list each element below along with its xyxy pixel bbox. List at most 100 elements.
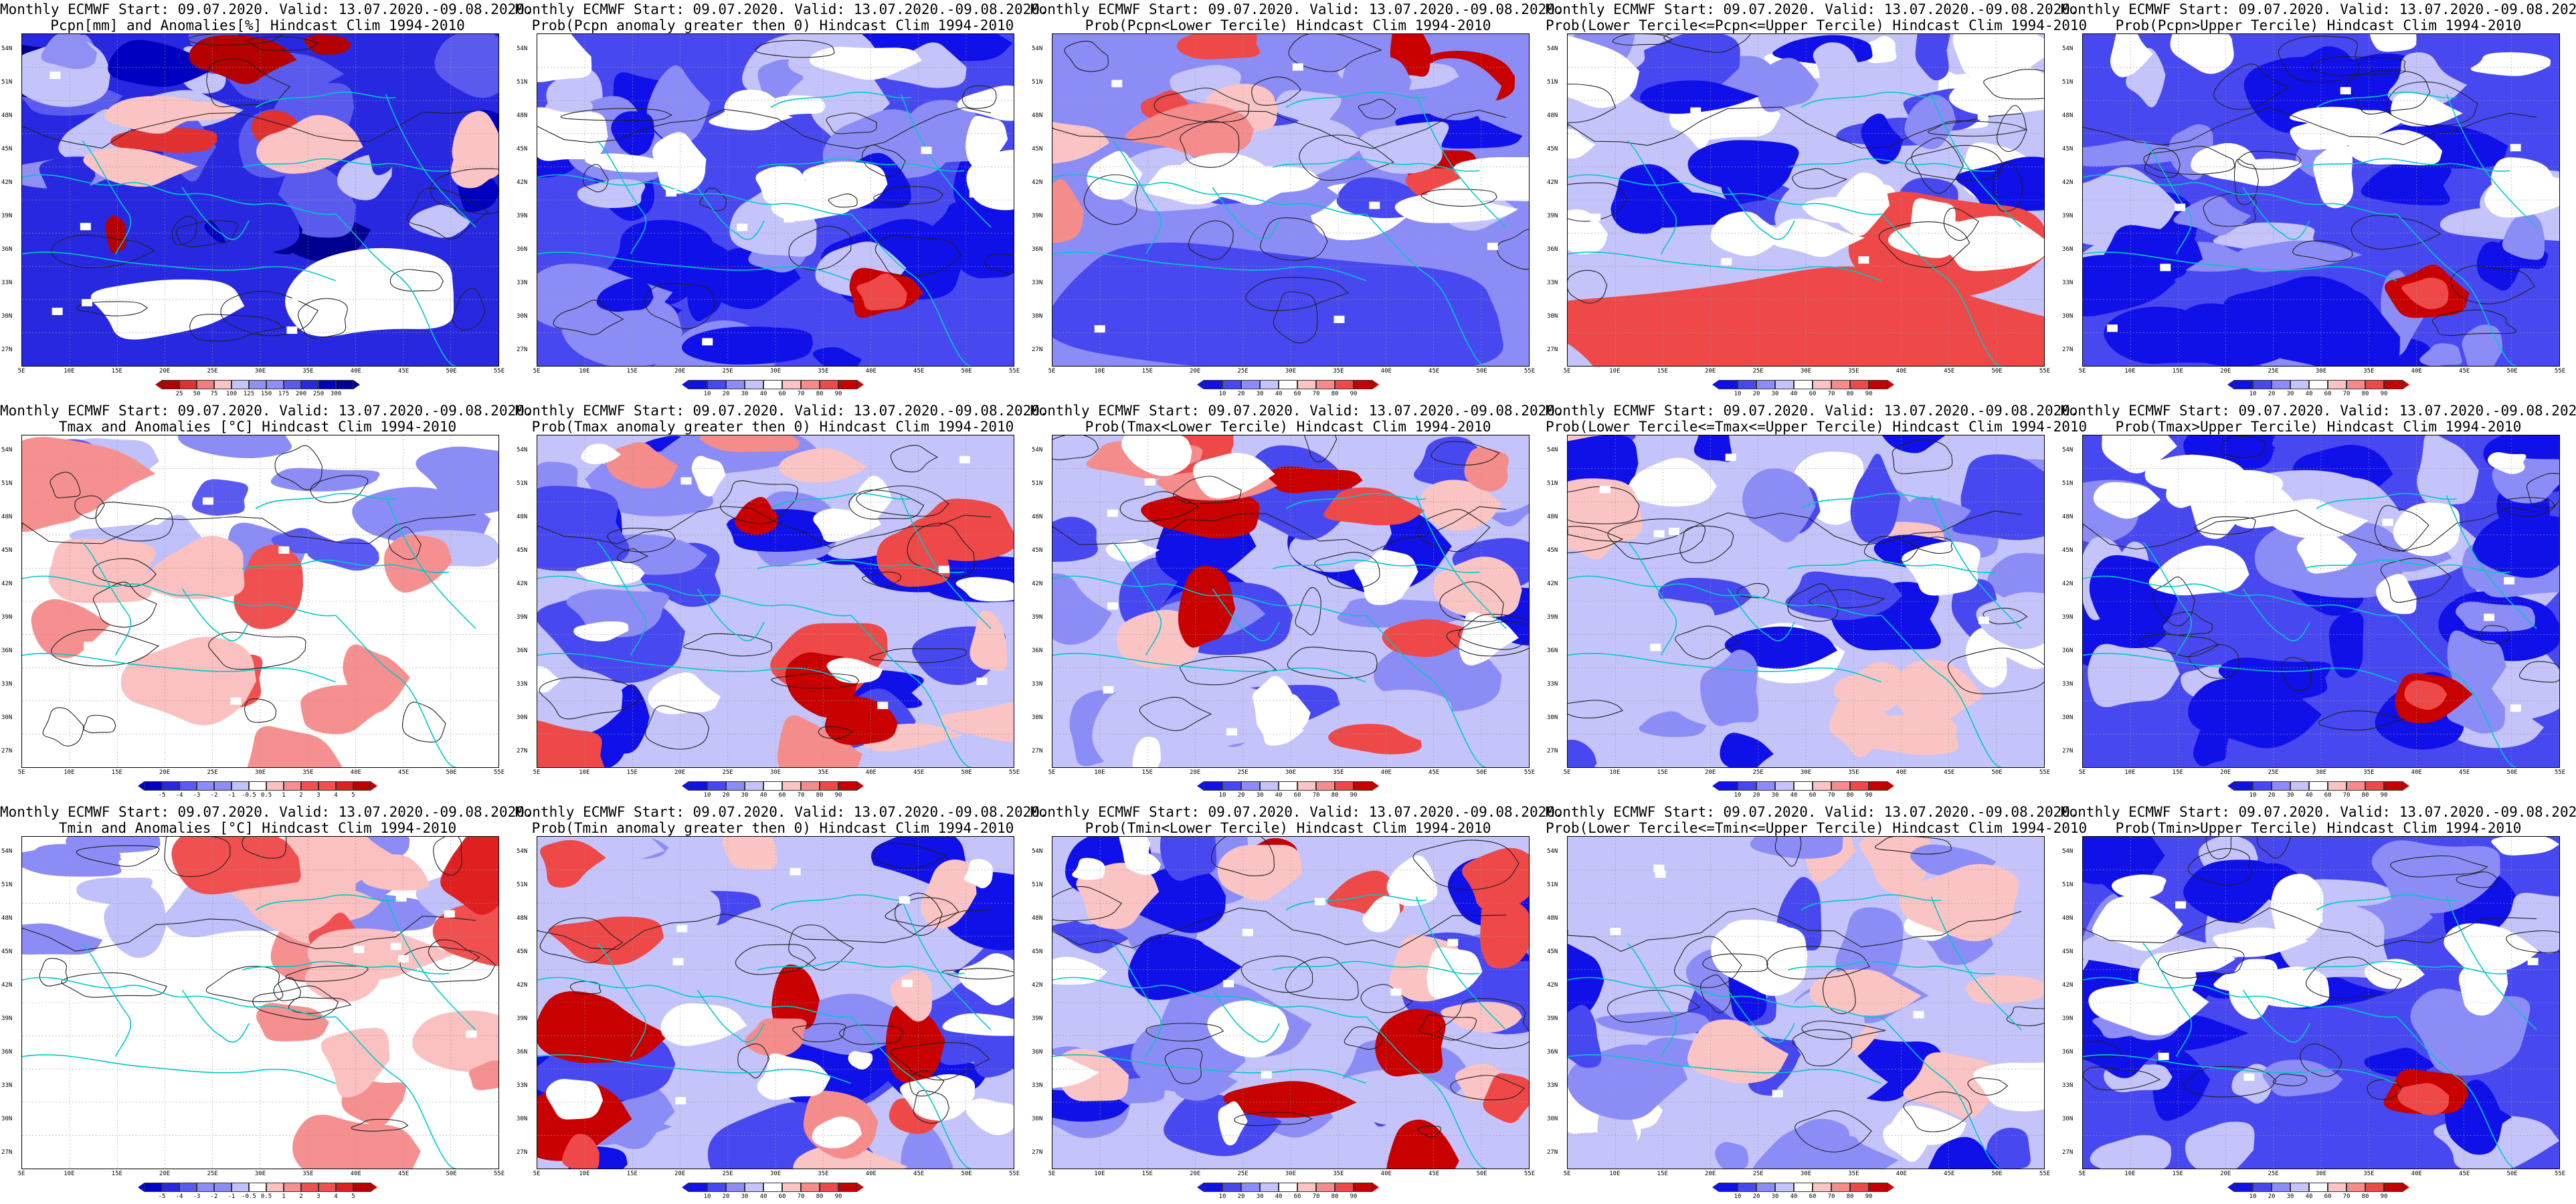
colorbar-tick-label: 10 [703,792,711,799]
colorbar-segment [1260,781,1279,791]
panel-title-line1: Monthly ECMWF Start: 09.07.2020. Valid: … [2061,804,2576,820]
latitude-tick-label: 30N [2062,313,2074,320]
map-frame [1052,33,1530,367]
longitude-tick-label: 35E [2363,1171,2375,1177]
latitude-tick-label: 42N [1547,581,1558,587]
latitude-tick-label: 27N [2062,346,2074,353]
latitude-tick-label: 36N [517,1049,528,1056]
colorbar-tick-label: 60 [2324,792,2332,799]
longitude-tick-label: 15E [111,769,122,776]
latitude-tick-label: 33N [1032,681,1043,688]
colorbar-segment [1756,781,1775,791]
longitude-tick-label: 35E [2363,368,2375,375]
colorbar-labels: -5 -4 -3 -2 -1 -0.5 0.5 1 2 3 4 5 [145,792,371,800]
colorbar-tick-label: 60 [1809,792,1817,799]
colorbar-tick-label: 90 [1350,792,1358,799]
latitude-tick-label: 48N [1547,915,1558,922]
colorbar-tick-label: 80 [1846,1193,1854,1200]
colorbar-segment [1719,781,1738,791]
colorbar-tick-label: 30 [1771,1193,1779,1200]
longitude-tick-label: 15E [1657,769,1668,776]
colorbar-tick-label: 40 [2305,792,2313,799]
colorbar-segment [688,1183,707,1192]
map-panel-tmin-2: Monthly ECMWF Start: 09.07.2020. Valid: … [515,803,1048,1204]
longitude-tick-label: 5E [2078,1171,2086,1177]
latitude-tick-label: 33N [517,1082,528,1089]
latitude-tick-label: 51N [517,79,528,86]
latitude-tick-label: 51N [1,882,13,888]
colorbar-tick-label: 90 [2380,1193,2388,1200]
colorbar-tick-label: 1 [282,792,286,799]
colorbar-tick-label: 80 [2361,1193,2369,1200]
colorbar-tick-label: 30 [2286,792,2294,799]
longitude-tick-label: 50E [2506,368,2518,375]
longitude-tick-label: 30E [769,1171,781,1177]
colorbar-segment [782,781,801,791]
latitude-tick-label: 48N [1,514,13,520]
map-frame [2082,33,2560,367]
colorbar-tick-label: 50 [193,391,201,397]
colorbar-min-arrow [1712,781,1719,791]
latitude-tick-label: 30N [1,313,13,320]
colorbar-segment [318,781,336,791]
latitude-tick-label: 30N [1547,714,1558,721]
longitude-tick-label: 15E [111,1171,122,1177]
longitude-tick-label: 25E [722,1171,733,1177]
latitude-tick-label: 45N [2062,146,2074,153]
latitude-tick-label: 42N [1032,179,1043,186]
colorbar-segment [2328,1183,2347,1192]
longitude-tick-label: 25E [1752,368,1764,375]
map-frame [537,435,1014,768]
longitude-tick-label: 5E [1048,368,1056,375]
colorbar-segment [1297,380,1316,389]
colorbar-segment [145,781,162,791]
latitude-tick-label: 39N [1,614,13,621]
colorbar-labels: 10 20 30 40 60 70 80 90 [688,1193,857,1201]
colorbar-max-arrow [857,380,864,389]
colorbar-tick-label: 60 [1293,1193,1301,1200]
colorbar-tick-label: 40 [759,792,767,799]
longitude-axis: 5E 10E 15E 20E 25E 30E 35E 40E 45E 50E 55E [533,769,1020,777]
colorbar-tick-label: 70 [797,792,805,799]
colorbar-tick-label: -1 [227,792,236,799]
colorbar-tick-label: -2 [210,1193,218,1200]
latitude-tick-label: 48N [2062,915,2074,922]
colorbar-tick-label: 20 [1237,1193,1245,1200]
colorbar-segment [2347,781,2365,791]
latitude-tick-label: 27N [1,1149,13,1156]
colorbar-segment [1222,781,1241,791]
longitude-tick-label: 35E [1848,769,1859,776]
longitude-tick-label: 40E [1896,1171,1907,1177]
longitude-tick-label: 50E [961,368,972,375]
colorbar-tick-label: 10 [1734,1193,1742,1200]
colorbar-tick-label: 3 [316,1193,320,1200]
longitude-tick-label: 40E [1896,769,1907,776]
longitude-tick-label: 5E [533,368,541,375]
colorbar-segment [2365,1183,2384,1192]
colorbar-tick-label: 80 [2361,391,2369,397]
latitude-tick-label: 39N [2062,1015,2074,1022]
forecast-field-map [1052,837,1529,1169]
longitude-tick-label: 30E [1800,368,1812,375]
longitude-tick-label: 10E [64,368,75,375]
latitude-tick-label: 48N [1,915,13,922]
colorbar-labels: 10 20 30 40 60 70 80 90 [688,391,857,399]
colorbar-segment [1335,380,1354,389]
longitude-tick-label: 50E [446,769,457,776]
latitude-tick-label: 42N [517,581,528,587]
colorbar-min-arrow [138,1183,145,1192]
colorbar-tick-label: 10 [2249,792,2257,799]
colorbar-min-arrow [682,380,688,389]
colorbar-tick-label: 70 [2342,391,2351,397]
colorbar-tick-label: 60 [2324,1193,2332,1200]
colorbar-segment [284,781,301,791]
latitude-tick-label: 48N [517,915,528,922]
colorbar-segment [249,781,266,791]
latitude-tick-label: 45N [1,547,13,554]
colorbar-segment [1738,1183,1756,1192]
longitude-tick-label: 50E [1476,368,1487,375]
colorbar-tick-label: 90 [1865,1193,1873,1200]
longitude-tick-label: 5E [17,1171,25,1177]
colorbar-tick-label: 10 [1218,792,1226,799]
colorbar-tick-label: -2 [210,792,218,799]
